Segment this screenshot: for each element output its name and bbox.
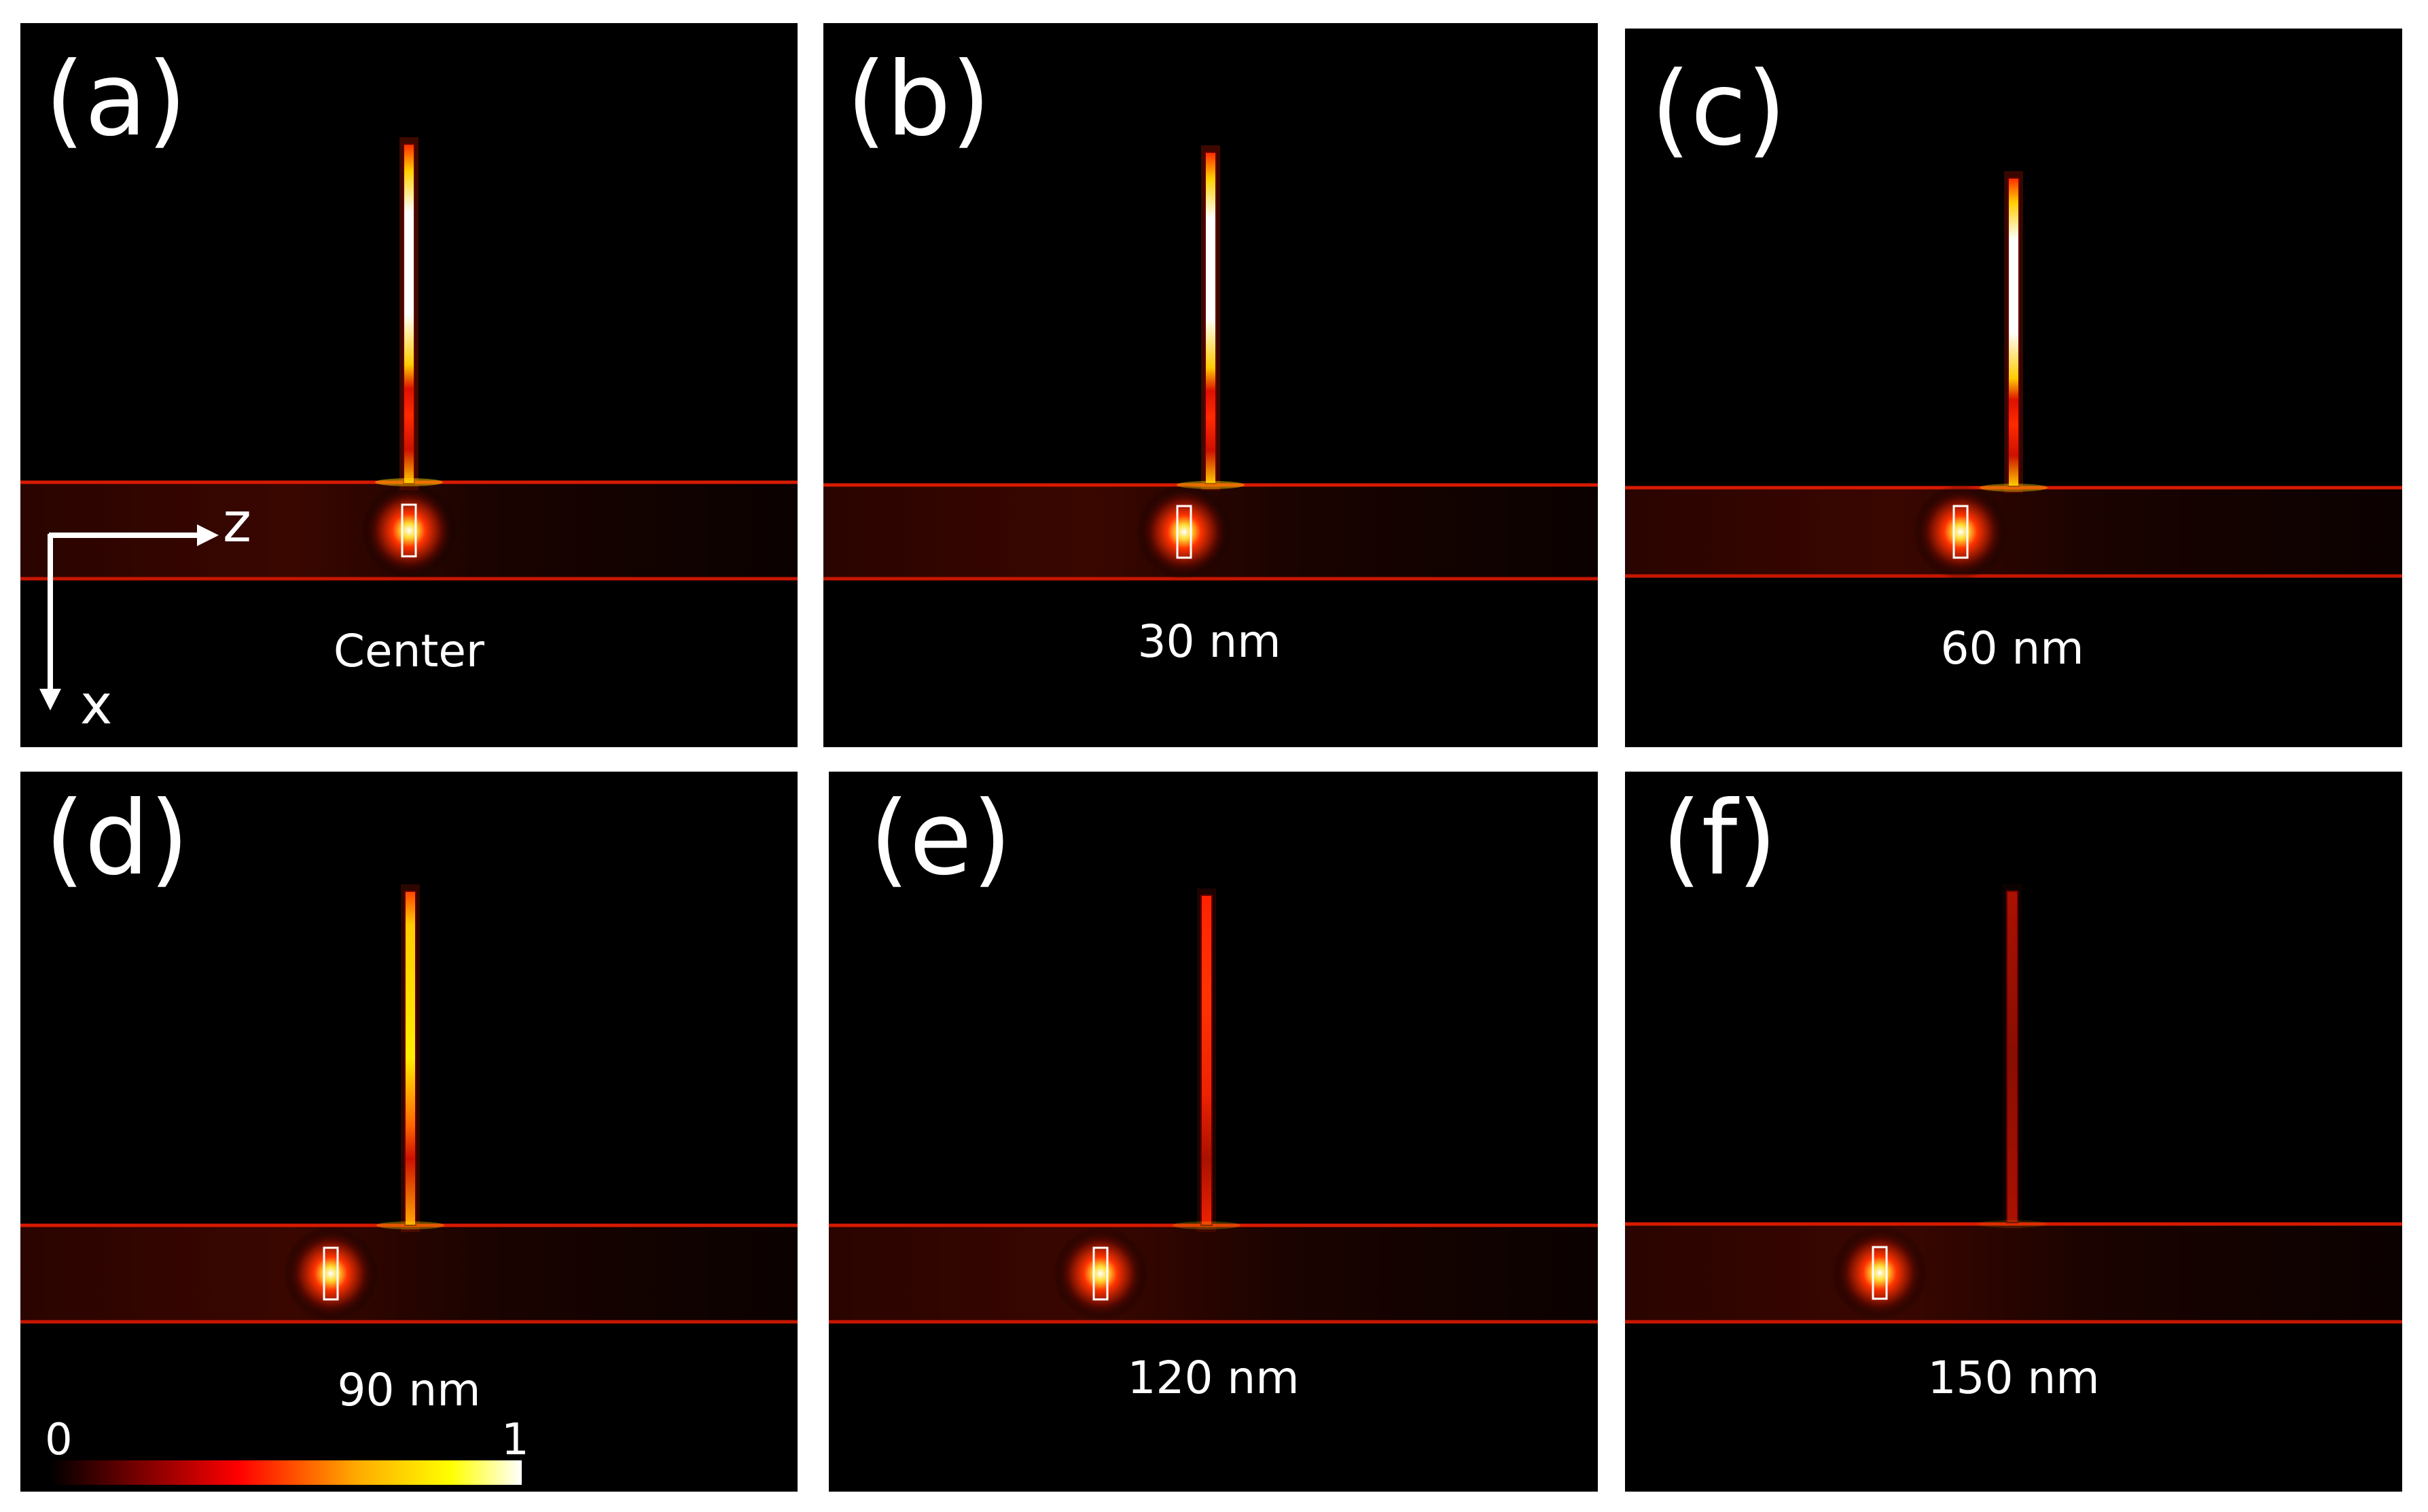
colorbar [50,1460,522,1485]
panel-b [823,23,1598,747]
rod-junction-glow [1173,1221,1240,1229]
nanorod [2007,177,2020,487]
dipole-emitter [1872,1246,1888,1300]
panel-c-label: (c) [1651,50,1787,168]
panel-b-caption: 30 nm [1137,615,1281,668]
dipole-emitter [1176,505,1192,559]
panel-f-label: (f) [1662,780,1777,898]
panel-a [20,23,798,747]
nanorod [2006,890,2018,1223]
panel-f-caption: 150 nm [1927,1352,2100,1404]
nanorod [1200,895,1213,1226]
z-axis-label: z [223,491,251,554]
nanorod [404,890,416,1226]
waveguide-layer [1625,488,2402,576]
dipole-emitter-glow [1832,1225,1927,1320]
dipole-emitter [323,1246,339,1301]
dipole-emitter-glow [1137,484,1232,579]
field-map-0 [20,137,798,581]
panel-e-label: (e) [870,780,1012,898]
panel-e-caption: 120 nm [1127,1352,1300,1404]
waveguide-layer [1625,1224,2402,1322]
x-axis-arrowhead [39,689,61,710]
panel-d-caption: 90 nm [337,1364,481,1416]
dipole-emitter-glow [283,1226,378,1321]
rod-junction-glow [376,1221,444,1229]
dipole-emitter-glow [1913,484,2008,579]
panel-c-caption: 60 nm [1940,622,2084,674]
dipole-emitter [1952,505,1969,559]
panel-c [1625,29,2402,747]
rod-junction-glow [1980,484,2048,492]
colorbar-max-label: 1 [501,1415,529,1465]
colorbar-min-label: 0 [45,1415,73,1465]
panel-f [1625,772,2402,1492]
nanorod [1204,151,1217,484]
field-map-4 [829,888,1598,1324]
panel-d-label: (d) [45,780,190,898]
panel-e [829,772,1598,1492]
waveguide-layer [20,1225,798,1322]
waveguide-layer [829,1225,1598,1322]
panel-a-caption: Center [333,625,485,677]
panel-a-label: (a) [45,41,187,159]
panel-d [20,772,798,1492]
dipole-emitter [401,503,417,558]
dipole-emitter [1092,1246,1109,1301]
dipole-emitter-glow [1053,1226,1148,1321]
field-map-1 [823,145,1598,581]
field-map-2 [1625,171,2402,579]
x-axis-label: x [80,673,113,736]
rod-junction-glow [375,478,443,486]
field-map-3 [20,884,798,1324]
rod-junction-glow [1978,1220,2046,1228]
panel-b-label: (b) [846,41,991,159]
dipole-emitter-glow [361,483,457,578]
field-map-5 [1625,884,2402,1324]
z-axis-arrowhead [197,524,219,546]
